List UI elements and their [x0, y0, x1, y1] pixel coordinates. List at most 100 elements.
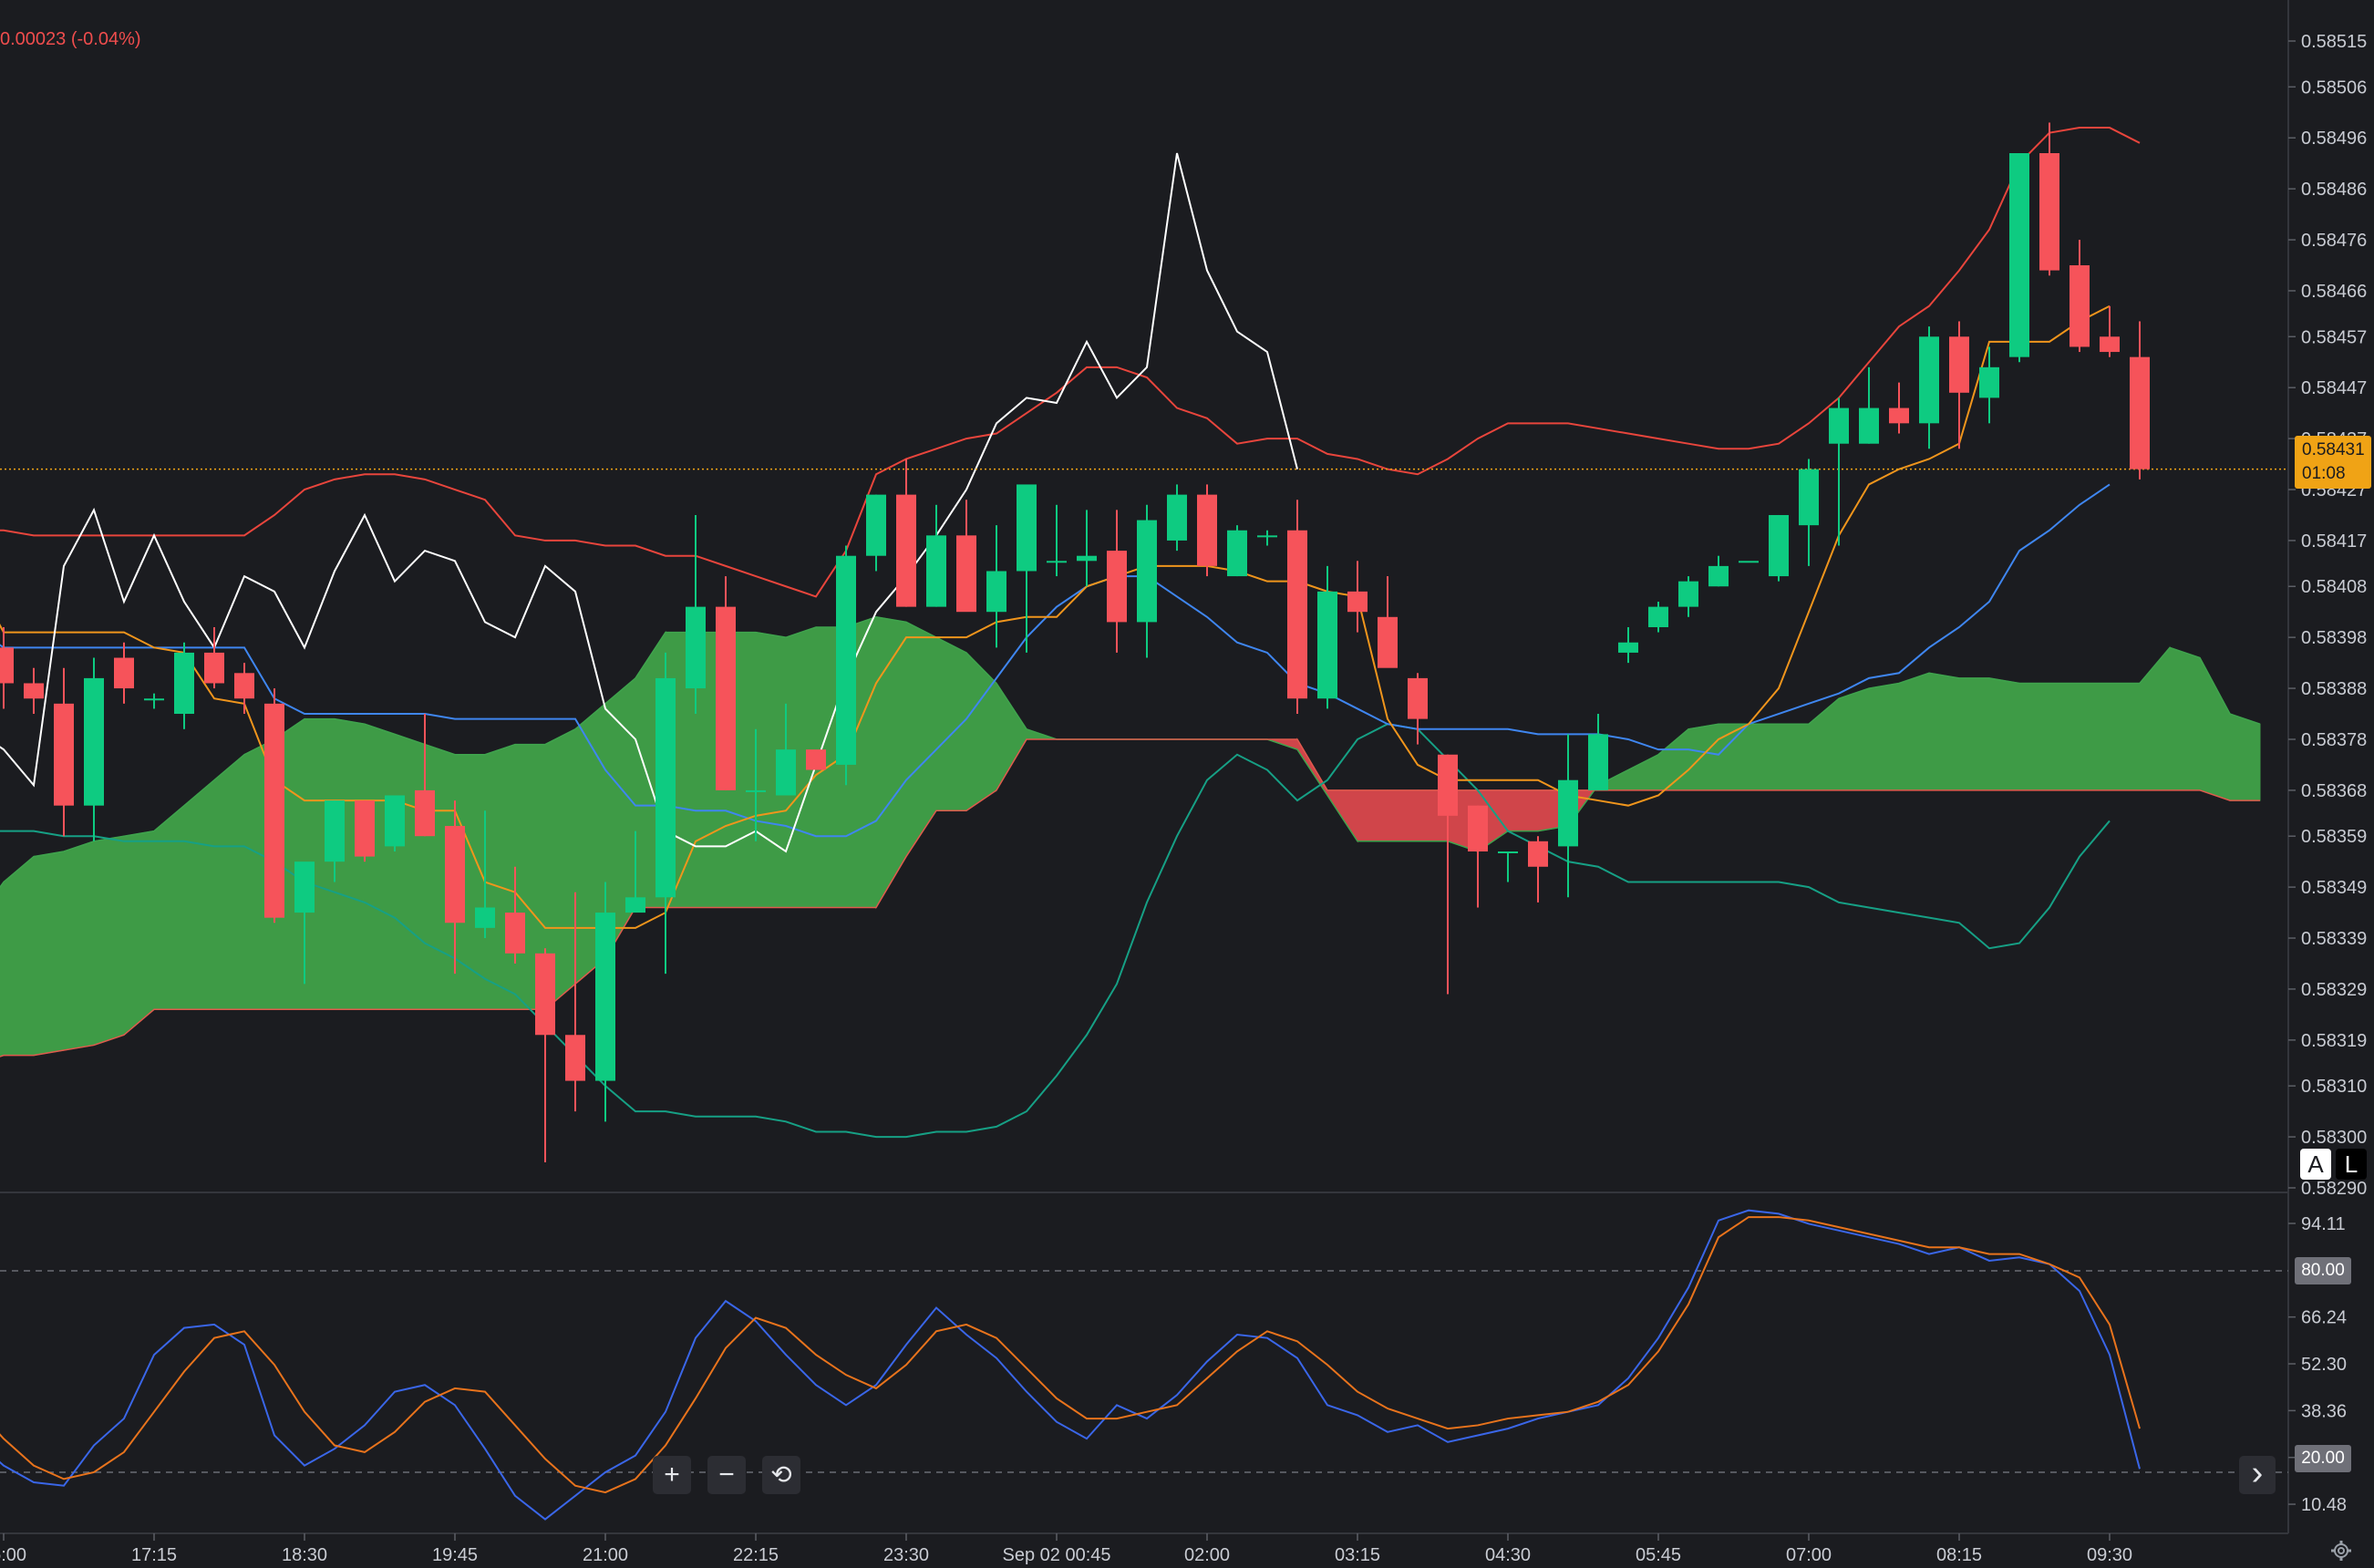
candle-body	[1889, 407, 1909, 424]
candle-body	[1408, 677, 1428, 719]
candle-body	[445, 826, 465, 923]
current-price-value: 0.58431	[2302, 440, 2365, 459]
cloud-segment	[183, 779, 215, 1010]
cloud-segment	[394, 733, 426, 1010]
candle	[1167, 484, 1187, 552]
candle-body	[174, 652, 194, 715]
price-tick-label: 0.58417	[2301, 531, 2367, 552]
candle	[2039, 122, 2059, 276]
candle	[535, 948, 555, 1163]
price-tick-label: 0.58339	[2301, 929, 2367, 949]
candle	[1317, 565, 1337, 709]
candle	[836, 545, 856, 786]
log-scale-button[interactable]: L	[2336, 1149, 2367, 1180]
candle-body	[1528, 841, 1548, 867]
candle-body	[2039, 153, 2059, 271]
candle	[1648, 602, 1668, 633]
candle-body	[1799, 469, 1819, 526]
candle-body	[1708, 565, 1729, 587]
candle	[2130, 321, 2150, 480]
candle	[1618, 626, 1638, 664]
candle-body	[1317, 591, 1337, 699]
candle	[625, 830, 645, 913]
price-tick-label: 0.58466	[2301, 282, 2367, 302]
candle	[1197, 484, 1217, 577]
candle	[114, 642, 134, 704]
candle	[1889, 382, 1909, 434]
candle-body	[1588, 734, 1608, 790]
candle	[1859, 366, 1879, 444]
cloud-segment	[2018, 682, 2050, 791]
candle-body	[1107, 551, 1127, 623]
candle-body	[716, 606, 736, 790]
candle	[24, 667, 44, 715]
reset-view-button[interactable]: ⟲	[762, 1456, 800, 1494]
candle	[1588, 714, 1608, 790]
candle-body	[655, 677, 676, 898]
candle-body	[114, 657, 134, 689]
stoch-tick-label: 94.11	[2301, 1214, 2346, 1234]
candles	[0, 122, 2150, 1163]
candle-body	[24, 683, 44, 699]
stoch-tick-label: 66.24	[2301, 1308, 2347, 1328]
candle	[1137, 504, 1157, 658]
cloud-segment	[63, 841, 95, 1051]
candle	[234, 663, 254, 715]
price-tick-label: 0.58329	[2301, 980, 2367, 1000]
auto-scale-button[interactable]: A	[2300, 1149, 2331, 1180]
candle-body	[264, 703, 284, 918]
time-tick-label: 16:00	[0, 1545, 26, 1565]
candle-body	[1077, 555, 1097, 562]
cloud-segment	[2109, 682, 2141, 791]
time-tick-label: 23:30	[883, 1545, 929, 1565]
zoom-in-button[interactable]: +	[653, 1456, 691, 1494]
candle-body	[1468, 805, 1488, 851]
candle-body	[1137, 520, 1157, 623]
cloud-segment	[2049, 682, 2080, 791]
cloud-segment	[1507, 789, 1539, 832]
time-tick-label: 19:45	[432, 1545, 478, 1565]
candle-body	[776, 749, 796, 796]
cloud-segment	[1868, 682, 1900, 791]
zoom-out-button[interactable]: −	[707, 1456, 746, 1494]
tenkan-line	[0, 483, 2111, 838]
cloud-segment	[213, 753, 245, 1010]
price-tick-label: 0.58515	[2301, 32, 2367, 52]
stoch-level-80-tag: 80.00	[2295, 1257, 2351, 1284]
cloud-segment	[93, 835, 125, 1047]
candle	[1468, 805, 1488, 908]
candle	[956, 500, 976, 613]
cloud-segment	[484, 743, 516, 1010]
time-tick-label: Sep 02 00:45	[1003, 1545, 1111, 1565]
price-tick-label: 0.58300	[2301, 1128, 2367, 1148]
time-axis: 16:00 17:15 18:30 19:45 21:00 22:15 23:30 Sep 0…	[0, 1533, 2132, 1565]
candle	[686, 514, 706, 715]
price-tick-label: 0.58457	[2301, 327, 2367, 347]
scroll-right-button[interactable]: ›	[2239, 1456, 2276, 1494]
candle	[445, 800, 465, 975]
candle	[716, 576, 736, 790]
candle-body	[956, 535, 976, 613]
time-tick-label: 18:30	[282, 1545, 327, 1565]
stoch-tick-label: 10.48	[2301, 1495, 2347, 1515]
candle	[1257, 530, 1277, 546]
candle	[2009, 153, 2029, 363]
candle-body	[1648, 606, 1668, 627]
candle-body	[1287, 530, 1307, 699]
candle-body	[1047, 561, 1067, 563]
candle-body	[1678, 581, 1698, 607]
candle-body	[2070, 265, 2090, 347]
time-tick-label: 08:15	[1936, 1545, 1982, 1565]
candle	[1919, 326, 1939, 449]
cloud-segment	[1988, 677, 2020, 791]
candle-body	[1949, 336, 1969, 393]
candle-body	[866, 494, 886, 556]
candle-body	[1558, 779, 1578, 847]
candle	[1227, 525, 1247, 577]
candle	[54, 667, 74, 837]
candle-body	[535, 953, 555, 1036]
gear-icon[interactable]	[2330, 1540, 2352, 1562]
candle	[1107, 510, 1127, 653]
bollinger-lower-line	[0, 723, 2111, 1139]
